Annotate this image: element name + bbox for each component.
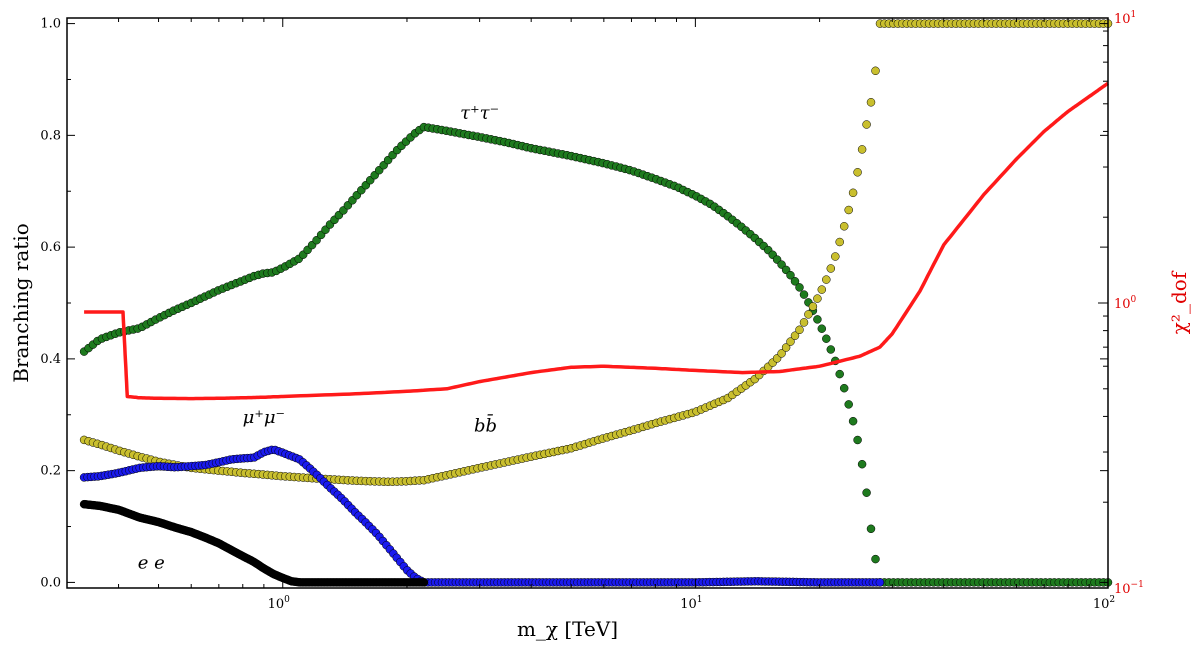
- series-1-point: [822, 275, 831, 284]
- plot-frame: [66, 17, 1109, 589]
- series-0-point: [795, 283, 804, 292]
- series-1-point: [777, 349, 786, 358]
- y2-tick-label: 10−1: [1114, 580, 1144, 597]
- series-0-point: [822, 334, 831, 343]
- y-tick-label: 0.6: [40, 240, 61, 255]
- annotation-0: τ⁺τ⁻: [460, 103, 499, 124]
- series-0-point: [817, 324, 827, 333]
- series-1-point: [871, 66, 880, 76]
- series-1-point: [839, 222, 849, 231]
- series-4: [84, 81, 1109, 401]
- y2-tick-label: 101: [1114, 10, 1136, 27]
- y-axis-label: Branching ratio: [9, 223, 33, 383]
- y-tick-label: 1.0: [40, 17, 61, 32]
- series-0-point: [857, 459, 867, 469]
- series-0-point: [844, 400, 853, 409]
- series-1-point: [848, 188, 858, 198]
- series-0-point: [790, 277, 800, 286]
- series-1-point: [804, 310, 813, 319]
- series-1-point: [826, 264, 836, 273]
- series-1-point: [831, 252, 840, 261]
- series-1-point: [799, 318, 809, 327]
- series-2-point: [875, 578, 885, 587]
- series-0-point: [871, 554, 880, 564]
- annotation-3: e e: [138, 552, 165, 573]
- series-1-point: [857, 145, 867, 154]
- y-tick-label: 0.4: [40, 352, 61, 367]
- y2-axis-label: χ²_dof: [1167, 270, 1191, 334]
- series-0-point: [839, 383, 849, 393]
- series-3: [79, 499, 429, 587]
- x-tick-label: 100: [268, 595, 291, 612]
- series-0-point: [786, 270, 795, 280]
- annotation-1: μ⁺μ⁻: [243, 407, 285, 428]
- series-1-point: [853, 168, 862, 177]
- series-1: [79, 19, 1113, 487]
- series-1-point: [795, 325, 804, 335]
- series-0-point: [835, 369, 844, 379]
- series-1-point: [817, 285, 827, 294]
- series-layer: [79, 19, 1113, 587]
- series-0-point: [799, 290, 809, 299]
- series-1-point: [835, 237, 844, 247]
- y-tick-label: 0.8: [40, 128, 61, 143]
- x-tick-label: 102: [1093, 595, 1115, 612]
- x-axis-label: m_χ [TeV]: [517, 617, 618, 641]
- series-1-point: [844, 205, 853, 215]
- series-0-point: [862, 488, 871, 497]
- series-1-point: [786, 337, 795, 346]
- x-tick-label: 101: [680, 595, 702, 612]
- series-0-point: [866, 524, 876, 534]
- series-0-point: [848, 416, 858, 426]
- y2-tick-label: 100: [1114, 295, 1137, 312]
- series-0: [79, 122, 1113, 587]
- series-1-point: [781, 343, 791, 352]
- series-1-point: [808, 302, 818, 311]
- y-tick-label: 0.0: [40, 575, 61, 590]
- chi2-line: [84, 81, 1109, 401]
- series-3-point: [419, 578, 429, 587]
- series-0-point: [826, 345, 836, 354]
- series-0-point: [853, 435, 862, 445]
- annotation-2: bb̄: [474, 413, 497, 437]
- series-0-point: [813, 315, 822, 324]
- series-1-point: [790, 331, 800, 340]
- series-1-point: [866, 98, 876, 107]
- series-2: [79, 445, 885, 587]
- series-1-point: [862, 120, 871, 129]
- annotation-layer: τ⁺τ⁻ μ⁺μ⁻ bb̄ e e: [138, 103, 499, 574]
- y-tick-label: 0.2: [40, 464, 61, 479]
- series-1-point: [813, 294, 822, 303]
